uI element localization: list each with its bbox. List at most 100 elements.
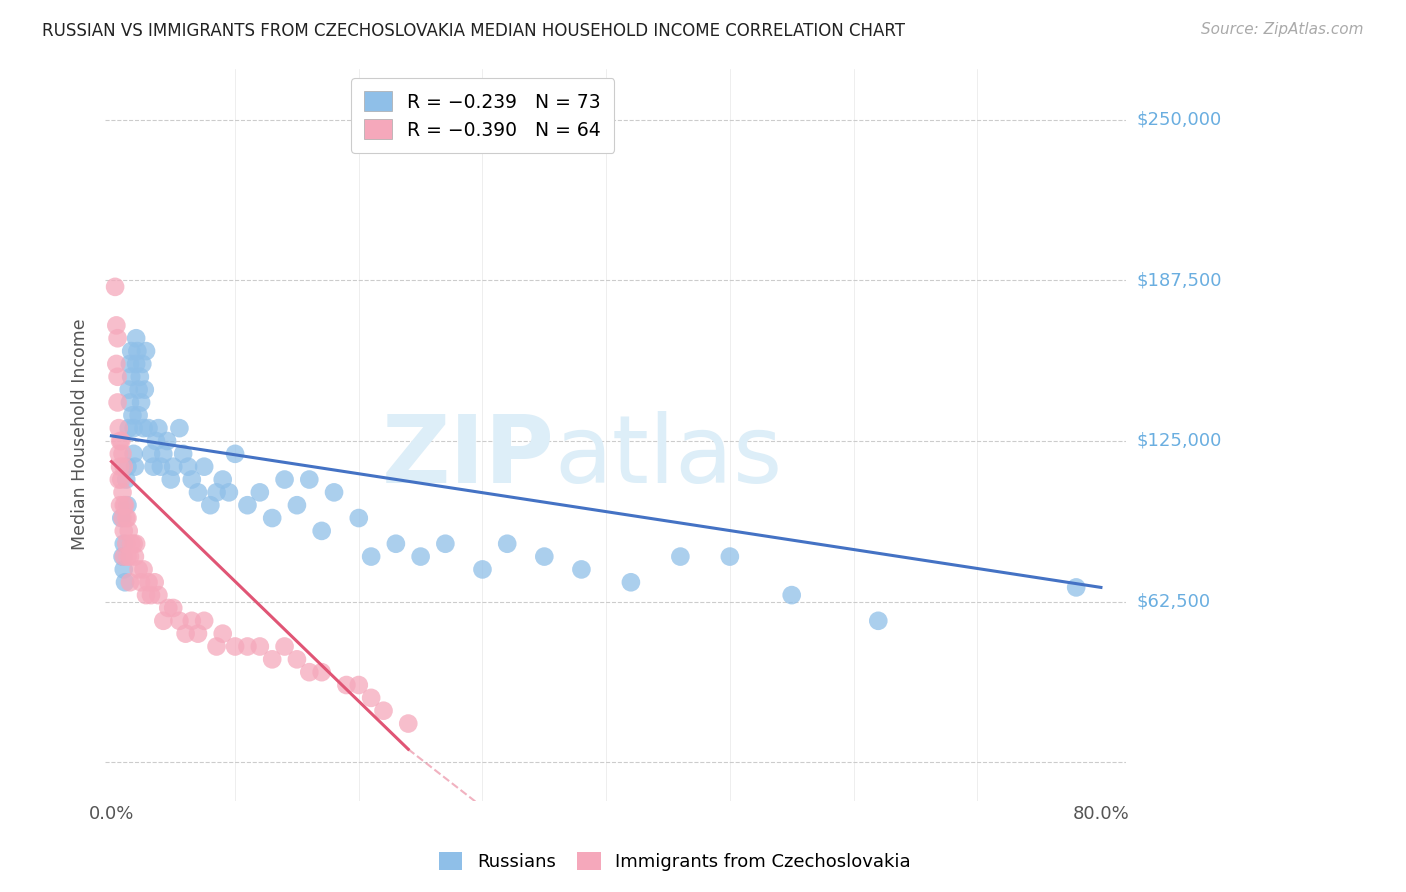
Point bbox=[112, 459, 135, 474]
Point bbox=[107, 395, 129, 409]
Point bbox=[169, 421, 191, 435]
Point bbox=[187, 485, 209, 500]
Point bbox=[132, 421, 155, 435]
Point bbox=[125, 357, 148, 371]
Point bbox=[347, 678, 370, 692]
Point bbox=[159, 473, 181, 487]
Point bbox=[112, 537, 135, 551]
Point bbox=[135, 588, 157, 602]
Point bbox=[224, 447, 246, 461]
Point bbox=[128, 409, 150, 423]
Text: $62,500: $62,500 bbox=[1137, 592, 1211, 610]
Point bbox=[118, 549, 141, 564]
Point bbox=[373, 704, 395, 718]
Point bbox=[360, 690, 382, 705]
Point bbox=[131, 357, 153, 371]
Point bbox=[162, 601, 184, 615]
Point bbox=[125, 331, 148, 345]
Point bbox=[107, 369, 129, 384]
Point bbox=[385, 537, 408, 551]
Point bbox=[107, 331, 129, 345]
Point bbox=[108, 459, 131, 474]
Point bbox=[122, 447, 145, 461]
Point bbox=[110, 434, 132, 448]
Point bbox=[121, 409, 143, 423]
Point bbox=[117, 511, 139, 525]
Point bbox=[138, 421, 160, 435]
Point bbox=[193, 459, 215, 474]
Point bbox=[117, 549, 139, 564]
Point bbox=[152, 447, 174, 461]
Point bbox=[177, 459, 200, 474]
Point bbox=[115, 511, 138, 525]
Point bbox=[104, 280, 127, 294]
Point bbox=[111, 549, 134, 564]
Point bbox=[236, 498, 259, 512]
Point bbox=[132, 562, 155, 576]
Point bbox=[180, 614, 202, 628]
Point bbox=[780, 588, 803, 602]
Point bbox=[249, 640, 271, 654]
Point bbox=[128, 369, 150, 384]
Point bbox=[111, 511, 134, 525]
Text: $187,500: $187,500 bbox=[1137, 271, 1222, 289]
Point bbox=[138, 575, 160, 590]
Point bbox=[868, 614, 890, 628]
Point bbox=[118, 421, 141, 435]
Text: Source: ZipAtlas.com: Source: ZipAtlas.com bbox=[1201, 22, 1364, 37]
Point bbox=[162, 459, 184, 474]
Point bbox=[108, 447, 131, 461]
Point bbox=[129, 395, 152, 409]
Point bbox=[496, 537, 519, 551]
Point bbox=[120, 369, 142, 384]
Point bbox=[142, 459, 165, 474]
Point bbox=[347, 511, 370, 525]
Point bbox=[148, 421, 170, 435]
Point bbox=[311, 524, 333, 538]
Point bbox=[108, 498, 131, 512]
Point bbox=[172, 447, 194, 461]
Point bbox=[120, 344, 142, 359]
Point bbox=[273, 640, 295, 654]
Point bbox=[122, 537, 145, 551]
Point bbox=[120, 537, 142, 551]
Point bbox=[117, 498, 139, 512]
Point bbox=[139, 588, 162, 602]
Point bbox=[118, 395, 141, 409]
Point bbox=[110, 473, 132, 487]
Point bbox=[111, 447, 134, 461]
Point bbox=[115, 473, 138, 487]
Point bbox=[311, 665, 333, 680]
Point bbox=[211, 626, 233, 640]
Point bbox=[285, 498, 308, 512]
Point bbox=[139, 447, 162, 461]
Point bbox=[1064, 581, 1087, 595]
Point bbox=[112, 524, 135, 538]
Point bbox=[148, 588, 170, 602]
Point bbox=[105, 357, 128, 371]
Point bbox=[127, 344, 149, 359]
Text: RUSSIAN VS IMMIGRANTS FROM CZECHOSLOVAKIA MEDIAN HOUSEHOLD INCOME CORRELATION CH: RUSSIAN VS IMMIGRANTS FROM CZECHOSLOVAKI… bbox=[42, 22, 905, 40]
Point bbox=[262, 652, 284, 666]
Point bbox=[128, 383, 150, 397]
Point bbox=[620, 575, 643, 590]
Point bbox=[112, 498, 135, 512]
Text: $250,000: $250,000 bbox=[1137, 111, 1222, 129]
Point bbox=[169, 614, 191, 628]
Point bbox=[125, 537, 148, 551]
Point bbox=[174, 626, 197, 640]
Point bbox=[143, 575, 166, 590]
Point bbox=[112, 562, 135, 576]
Point bbox=[434, 537, 457, 551]
Point bbox=[156, 434, 179, 448]
Point bbox=[118, 524, 141, 538]
Point bbox=[298, 473, 321, 487]
Point bbox=[112, 549, 135, 564]
Legend: Russians, Immigrants from Czechoslovakia: Russians, Immigrants from Czechoslovakia bbox=[432, 845, 918, 879]
Point bbox=[118, 357, 141, 371]
Point bbox=[152, 614, 174, 628]
Point bbox=[323, 485, 346, 500]
Y-axis label: Median Household Income: Median Household Income bbox=[72, 318, 89, 550]
Point bbox=[108, 421, 131, 435]
Point bbox=[396, 716, 419, 731]
